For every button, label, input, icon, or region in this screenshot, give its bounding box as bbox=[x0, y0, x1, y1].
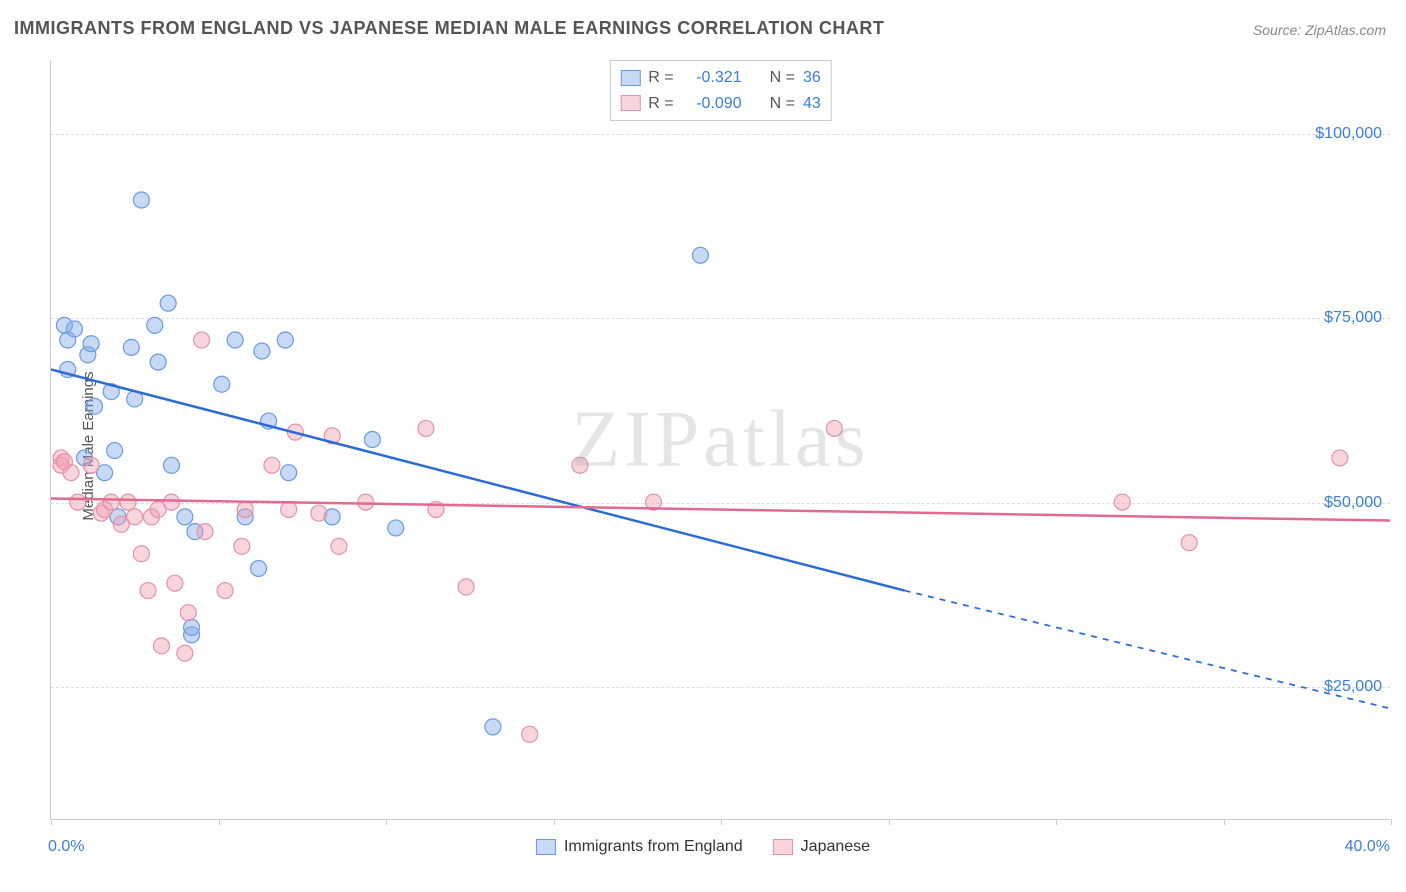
scatter-point bbox=[70, 494, 86, 510]
x-tick bbox=[554, 819, 555, 825]
trend-line-extrapolated bbox=[905, 591, 1390, 709]
scatter-point bbox=[254, 343, 270, 359]
scatter-point bbox=[217, 583, 233, 599]
legend-item-england: Immigrants from England bbox=[536, 838, 743, 856]
scatter-point bbox=[164, 457, 180, 473]
scatter-point bbox=[153, 638, 169, 654]
n-label: N = bbox=[770, 91, 795, 117]
scatter-point bbox=[364, 432, 380, 448]
swatch-japanese bbox=[620, 95, 640, 111]
scatter-point bbox=[281, 502, 297, 518]
source-attribution: Source: ZipAtlas.com bbox=[1253, 22, 1386, 38]
scatter-point bbox=[227, 332, 243, 348]
scatter-point bbox=[83, 336, 99, 352]
legend-label-england: Immigrants from England bbox=[564, 838, 743, 856]
x-tick bbox=[51, 819, 52, 825]
scatter-point bbox=[281, 465, 297, 481]
legend-swatch-england bbox=[536, 839, 556, 855]
scatter-point bbox=[160, 295, 176, 311]
scatter-point bbox=[66, 321, 82, 337]
scatter-point bbox=[1181, 535, 1197, 551]
r-value-japanese: -0.090 bbox=[682, 91, 742, 117]
x-tick bbox=[1224, 819, 1225, 825]
scatter-point bbox=[180, 605, 196, 621]
scatter-point bbox=[194, 332, 210, 348]
x-tick bbox=[386, 819, 387, 825]
scatter-point bbox=[177, 645, 193, 661]
legend-swatch-japanese bbox=[773, 839, 793, 855]
scatter-point bbox=[277, 332, 293, 348]
trend-line bbox=[51, 369, 905, 590]
legend-label-japanese: Japanese bbox=[801, 838, 870, 856]
x-tick bbox=[889, 819, 890, 825]
scatter-point bbox=[167, 575, 183, 591]
n-value-england: 36 bbox=[803, 65, 821, 91]
scatter-point bbox=[63, 465, 79, 481]
scatter-point bbox=[120, 494, 136, 510]
n-label: N = bbox=[770, 65, 795, 91]
chart-container: IMMIGRANTS FROM ENGLAND VS JAPANESE MEDI… bbox=[0, 0, 1406, 892]
x-axis-max-label: 40.0% bbox=[1345, 838, 1390, 856]
scatter-point bbox=[251, 560, 267, 576]
scatter-point bbox=[123, 339, 139, 355]
scatter-point bbox=[234, 538, 250, 554]
r-value-england: -0.321 bbox=[682, 65, 742, 91]
scatter-point bbox=[692, 247, 708, 263]
scatter-point bbox=[164, 494, 180, 510]
scatter-point bbox=[264, 457, 280, 473]
scatter-point bbox=[127, 509, 143, 525]
scatter-point bbox=[237, 502, 253, 518]
legend-item-japanese: Japanese bbox=[773, 838, 870, 856]
x-tick bbox=[1391, 819, 1392, 825]
scatter-point bbox=[214, 376, 230, 392]
scatter-point bbox=[184, 619, 200, 635]
chart-title: IMMIGRANTS FROM ENGLAND VS JAPANESE MEDI… bbox=[14, 18, 884, 39]
scatter-point bbox=[150, 354, 166, 370]
stats-row-england: R = -0.321 N = 36 bbox=[620, 65, 820, 91]
scatter-point bbox=[311, 505, 327, 521]
scatter-point bbox=[1332, 450, 1348, 466]
scatter-point bbox=[1114, 494, 1130, 510]
x-axis-min-label: 0.0% bbox=[48, 838, 84, 856]
scatter-point bbox=[147, 317, 163, 333]
scatter-point bbox=[572, 457, 588, 473]
stats-row-japanese: R = -0.090 N = 43 bbox=[620, 91, 820, 117]
r-label: R = bbox=[648, 91, 673, 117]
x-tick bbox=[721, 819, 722, 825]
correlation-stats-box: R = -0.321 N = 36 R = -0.090 N = 43 bbox=[609, 60, 831, 121]
scatter-svg bbox=[51, 60, 1390, 819]
x-tick bbox=[1056, 819, 1057, 825]
scatter-point bbox=[177, 509, 193, 525]
plot-area: ZIPatlas R = -0.321 N = 36 R = -0.090 N … bbox=[50, 60, 1390, 820]
scatter-point bbox=[87, 398, 103, 414]
scatter-point bbox=[331, 538, 347, 554]
scatter-point bbox=[485, 719, 501, 735]
scatter-point bbox=[418, 420, 434, 436]
scatter-point bbox=[133, 192, 149, 208]
scatter-point bbox=[522, 726, 538, 742]
scatter-point bbox=[826, 420, 842, 436]
n-value-japanese: 43 bbox=[803, 91, 821, 117]
scatter-point bbox=[133, 546, 149, 562]
swatch-england bbox=[620, 70, 640, 86]
scatter-point bbox=[388, 520, 404, 536]
x-tick bbox=[219, 819, 220, 825]
bottom-legend: Immigrants from England Japanese bbox=[536, 838, 870, 856]
scatter-point bbox=[197, 524, 213, 540]
r-label: R = bbox=[648, 65, 673, 91]
scatter-point bbox=[107, 443, 123, 459]
scatter-point bbox=[358, 494, 374, 510]
scatter-point bbox=[103, 494, 119, 510]
scatter-point bbox=[83, 457, 99, 473]
scatter-point bbox=[458, 579, 474, 595]
scatter-point bbox=[140, 583, 156, 599]
